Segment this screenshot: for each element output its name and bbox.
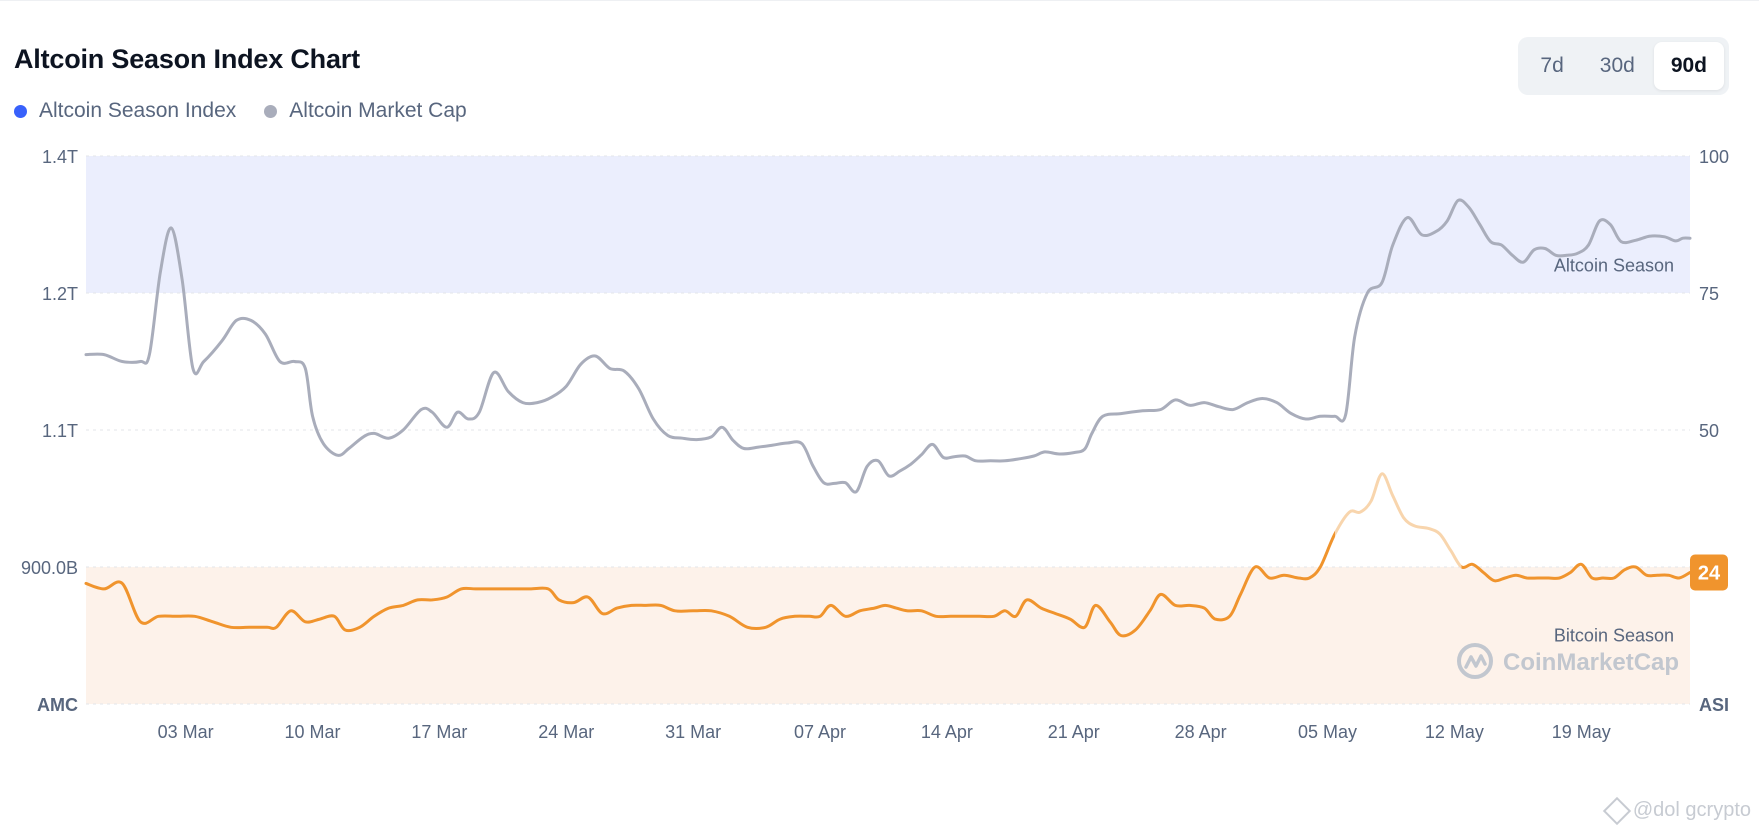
x-axis-tick: 28 Apr: [1175, 722, 1227, 742]
x-axis-tick: 19 May: [1552, 722, 1611, 742]
legend-item-altcoin-market-cap[interactable]: Altcoin Market Cap: [264, 99, 467, 123]
coinmarketcap-wordmark: CoinMarketCap: [1503, 649, 1679, 676]
time-range-selector: 7d 30d 90d: [1518, 37, 1729, 95]
chart-legend: Altcoin Season Index Altcoin Market Cap: [14, 99, 467, 123]
x-axis-tick: 24 Mar: [538, 722, 594, 742]
x-axis-tick: 17 Mar: [411, 722, 467, 742]
right-axis-ticks: 100 75 50: [1699, 147, 1729, 441]
bitcoin-season-label: Bitcoin Season: [1554, 626, 1674, 646]
x-axis-tick: 21 Apr: [1048, 722, 1100, 742]
top-divider: [0, 0, 1759, 1]
x-axis-tick: 05 May: [1298, 722, 1357, 742]
left-axis-ticks: 1.4T 1.2T 1.1T 900.0B: [21, 147, 78, 578]
left-axis-tick: 1.4T: [42, 147, 78, 167]
watermark-handle: @dol gcrypto: [1632, 799, 1751, 821]
series-line-altcoin-market-cap: [84, 198, 1692, 494]
x-axis-ticks: 03 Mar 10 Mar 17 Mar 24 Mar 31 Mar 07 Apr 14 A…: [158, 722, 1611, 742]
coinmarketcap-icon: [1457, 643, 1493, 679]
x-axis-tick: 07 Apr: [794, 722, 846, 742]
right-axis-tick: 50: [1699, 421, 1719, 441]
left-axis-tick: 1.2T: [42, 284, 78, 304]
x-axis-tick: 10 Mar: [285, 722, 341, 742]
coinmarketcap-icon-wave: [1464, 654, 1487, 669]
legend-dot-market-cap: [264, 104, 278, 118]
right-axis-name: ASI: [1699, 695, 1729, 715]
x-axis-tick: 03 Mar: [158, 722, 214, 742]
left-axis-name: AMC: [37, 695, 78, 715]
left-axis-tick: 1.1T: [42, 421, 78, 441]
x-axis-tick: 31 Mar: [665, 722, 721, 742]
x-axis-tick: 14 Apr: [921, 722, 973, 742]
altcoin-season-zone: [86, 156, 1690, 293]
right-axis-tick: 75: [1699, 284, 1719, 304]
grid-lines: [86, 155, 1690, 705]
coinmarketcap-logo: CoinMarketCap: [1457, 643, 1679, 679]
legend-label-market-cap: Altcoin Market Cap: [289, 99, 467, 122]
range-button-90d[interactable]: 90d: [1653, 42, 1724, 90]
current-value-badge-bg: [1690, 554, 1728, 591]
x-axis-tick: 12 May: [1425, 722, 1484, 742]
altcoin-season-label: Altcoin Season: [1554, 256, 1674, 276]
watermark: @dol gcrypto: [1602, 796, 1751, 825]
range-button-30d[interactable]: 30d: [1583, 42, 1652, 90]
right-axis-tick: 100: [1699, 147, 1729, 167]
range-button-7d[interactable]: 7d: [1523, 42, 1580, 90]
binance-square-icon: [1602, 796, 1632, 825]
bitcoin-season-zone: [86, 567, 1690, 704]
legend-label-index: Altcoin Season Index: [39, 99, 237, 122]
current-value-badge: 24: [1690, 554, 1728, 591]
legend-dot-index: [14, 104, 27, 118]
page-title: Altcoin Season Index Chart: [14, 44, 360, 74]
legend-item-altcoin-season-index[interactable]: Altcoin Season Index: [14, 99, 236, 123]
current-value: 24: [1698, 562, 1721, 584]
left-axis-tick: 900.0B: [21, 558, 78, 578]
series-line-altcoin-season-index: [84, 472, 1692, 638]
